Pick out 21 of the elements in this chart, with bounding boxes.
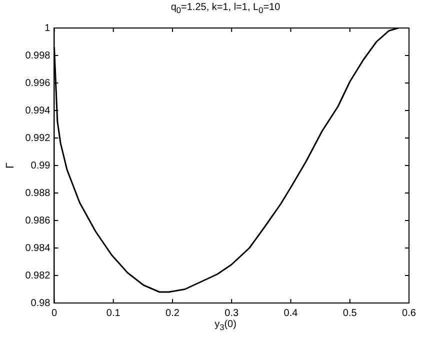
x-axis-title: y$_{3}$(0) bbox=[214, 319, 238, 332]
y-tick-label: 0.994 bbox=[25, 105, 51, 116]
y-tick-label: 0.998 bbox=[25, 50, 51, 62]
y-axis-title: Γ bbox=[4, 162, 17, 169]
y-tick-label: 0.986 bbox=[25, 215, 51, 226]
x-tick-label: 0.5 bbox=[342, 308, 358, 319]
x-tick-label: 0.6 bbox=[402, 308, 416, 319]
x-tick-label: 0.3 bbox=[224, 308, 239, 319]
y-tick-label: 0.982 bbox=[25, 270, 51, 282]
x-tick-label: 0.1 bbox=[106, 308, 121, 319]
y-tick-label: 0.98 bbox=[30, 298, 51, 309]
y-tick-label: 0.996 bbox=[25, 78, 51, 89]
x-tick-label: 0.4 bbox=[284, 308, 298, 319]
chart-title: q$_{0}$=1.25, k=1, l=1, L$_{0}$=10 bbox=[170, 1, 282, 17]
y-tick-label: 1 bbox=[44, 22, 51, 34]
y-tick-label: 0.988 bbox=[25, 188, 51, 199]
x-tick-label: 0.2 bbox=[166, 308, 180, 319]
y-tick-label: 0.992 bbox=[25, 132, 51, 144]
y-tick-label: 0.99 bbox=[30, 160, 51, 172]
y-tick-label: 0.984 bbox=[25, 242, 51, 254]
x-tick-label: 0 bbox=[51, 308, 58, 319]
